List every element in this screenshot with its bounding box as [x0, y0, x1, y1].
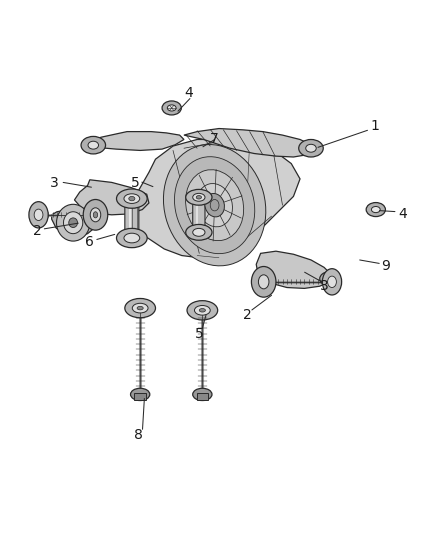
Text: 2: 2 [33, 224, 42, 238]
Ellipse shape [320, 272, 339, 286]
Ellipse shape [322, 269, 342, 295]
FancyBboxPatch shape [197, 393, 208, 400]
Ellipse shape [29, 201, 48, 228]
Ellipse shape [186, 189, 212, 205]
Ellipse shape [137, 306, 143, 310]
Text: 9: 9 [381, 260, 390, 273]
Ellipse shape [205, 193, 224, 217]
Ellipse shape [167, 105, 176, 111]
Ellipse shape [328, 276, 336, 287]
FancyBboxPatch shape [193, 199, 205, 231]
Ellipse shape [194, 305, 210, 315]
Ellipse shape [163, 144, 266, 266]
Ellipse shape [117, 189, 147, 208]
Ellipse shape [125, 298, 155, 318]
Text: 4: 4 [399, 207, 407, 221]
Ellipse shape [371, 206, 380, 213]
Ellipse shape [196, 196, 201, 199]
Ellipse shape [187, 301, 218, 320]
Ellipse shape [83, 199, 108, 230]
Ellipse shape [162, 101, 181, 115]
Ellipse shape [90, 208, 101, 222]
Ellipse shape [199, 309, 205, 312]
Ellipse shape [306, 144, 316, 152]
Ellipse shape [186, 169, 244, 240]
Ellipse shape [258, 275, 269, 289]
Ellipse shape [93, 212, 98, 218]
Ellipse shape [193, 193, 205, 201]
Ellipse shape [64, 212, 83, 233]
Ellipse shape [69, 218, 78, 228]
Ellipse shape [193, 229, 205, 236]
Ellipse shape [174, 157, 255, 254]
Text: 1: 1 [370, 119, 379, 133]
Polygon shape [129, 140, 300, 258]
Text: 8: 8 [134, 428, 142, 442]
Ellipse shape [132, 303, 148, 313]
Polygon shape [184, 128, 313, 157]
Polygon shape [90, 132, 184, 150]
Ellipse shape [131, 388, 150, 400]
Text: 4: 4 [184, 86, 193, 101]
Polygon shape [52, 207, 97, 237]
Ellipse shape [88, 141, 99, 149]
Ellipse shape [251, 266, 276, 297]
FancyBboxPatch shape [125, 201, 139, 236]
Text: 7: 7 [210, 133, 219, 147]
Text: 5: 5 [131, 176, 140, 190]
Ellipse shape [57, 204, 90, 241]
Ellipse shape [193, 388, 212, 400]
Ellipse shape [129, 197, 135, 201]
Ellipse shape [366, 203, 385, 216]
FancyBboxPatch shape [134, 393, 146, 400]
Text: 3: 3 [50, 176, 59, 190]
Ellipse shape [34, 209, 43, 221]
Ellipse shape [197, 183, 233, 227]
Text: 6: 6 [85, 236, 94, 249]
Ellipse shape [81, 136, 106, 154]
Ellipse shape [299, 140, 323, 157]
Ellipse shape [325, 276, 333, 282]
Polygon shape [74, 180, 149, 215]
Ellipse shape [124, 233, 140, 243]
Ellipse shape [117, 229, 147, 248]
Polygon shape [256, 251, 332, 288]
Text: 3: 3 [320, 279, 328, 293]
Ellipse shape [186, 224, 212, 240]
Ellipse shape [124, 194, 140, 204]
Text: 5: 5 [195, 327, 204, 342]
Text: 2: 2 [243, 308, 252, 322]
